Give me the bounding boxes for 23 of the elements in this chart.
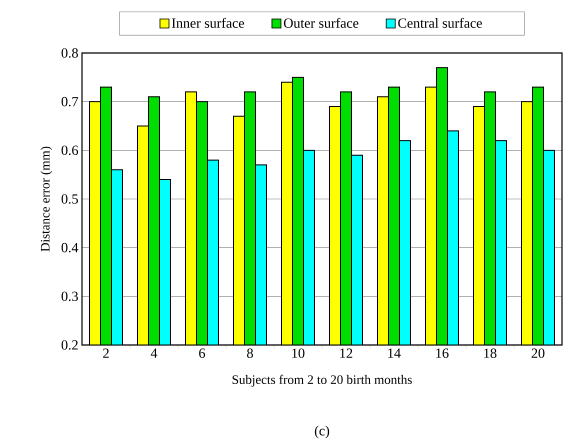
x-tick-label: 6 xyxy=(199,348,206,358)
y-tick-label: 0.6 xyxy=(62,146,78,156)
legend-label: Inner surface xyxy=(172,18,244,28)
y-tick-label: 0.4 xyxy=(62,242,78,252)
legend-label: Outer surface xyxy=(284,18,358,28)
y-tick-label: 0.2 xyxy=(62,340,78,350)
x-axis-title: Subjects from 2 to 20 birth months xyxy=(232,374,412,387)
x-tick-label: 8 xyxy=(247,348,253,358)
x-tick-label: 20 xyxy=(532,348,544,358)
x-tick-label: 14 xyxy=(388,348,401,358)
y-tick-label: 0.3 xyxy=(62,292,78,302)
y-tick-label: 0.8 xyxy=(62,48,78,58)
y-tick-label: 0.7 xyxy=(62,96,78,106)
x-tick-label: 12 xyxy=(340,348,352,358)
x-tick-label: 16 xyxy=(436,348,449,358)
x-tick-label: 10 xyxy=(292,348,304,358)
x-tick-label: 18 xyxy=(484,348,496,358)
y-tick-label: 0.5 xyxy=(62,194,78,204)
y-axis-title: Distance error (mm) xyxy=(40,146,52,252)
x-tick-label: 2 xyxy=(103,348,109,358)
text: (c) xyxy=(314,426,330,438)
x-tick-label: 4 xyxy=(150,348,158,358)
legend-label: Central surface xyxy=(398,18,482,28)
